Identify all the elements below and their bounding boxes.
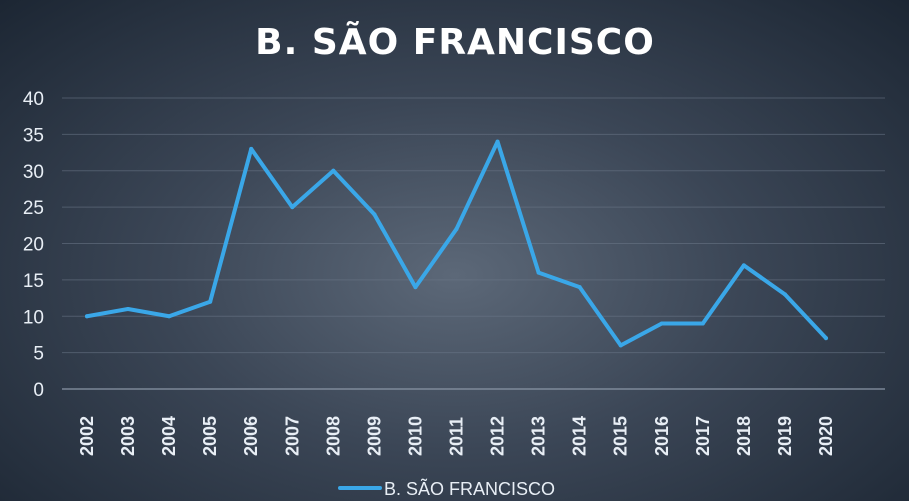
data-point: [741, 263, 746, 268]
x-tick-label: 2002: [77, 416, 97, 456]
data-point: [659, 321, 664, 326]
y-tick-label: 10: [23, 307, 44, 328]
x-axis: 2002 2003 2004 2005 2006 2007 2008 2009 2010 2011…: [77, 416, 836, 456]
y-tick-label: 15: [23, 271, 44, 292]
grid-lines: [62, 97, 885, 390]
x-tick-label: 2009: [364, 416, 384, 456]
x-tick-label: 2013: [529, 416, 549, 456]
x-tick-label: 2015: [611, 416, 631, 456]
data-point: [824, 336, 828, 341]
data-point: [413, 285, 418, 290]
data-point: [290, 205, 295, 210]
y-tick-label: 30: [23, 162, 44, 183]
data-point: [167, 314, 172, 319]
data-point: [536, 270, 541, 275]
x-tick-label: 2019: [775, 416, 795, 456]
chart-title: B. SÃO FRANCISCO: [255, 21, 655, 63]
y-tick-label: 20: [23, 235, 44, 256]
y-tick-label: 0: [33, 380, 44, 401]
x-tick-label: 2006: [241, 416, 261, 456]
x-tick-label: 2008: [323, 416, 343, 456]
x-tick-label: 2016: [652, 416, 672, 456]
y-tick-label: 40: [23, 89, 44, 110]
series-layer: [85, 139, 828, 348]
data-point: [208, 299, 213, 304]
x-tick-label: 2014: [570, 416, 590, 456]
x-tick-label: 2005: [200, 416, 220, 456]
x-tick-label: 2018: [734, 416, 754, 456]
x-tick-label: 2003: [118, 416, 138, 456]
data-point: [372, 212, 377, 217]
x-tick-label: 2020: [816, 416, 836, 456]
data-point: [577, 285, 582, 290]
y-axis: 0 5 10 15 20 25 30 35 40: [23, 89, 44, 401]
x-tick-label: 2010: [405, 416, 425, 456]
data-point: [85, 314, 89, 319]
x-tick-label: 2011: [447, 417, 467, 456]
legend: B. SÃO FRANCISCO: [338, 478, 555, 499]
x-tick-label: 2007: [282, 416, 302, 456]
legend-label: B. SÃO FRANCISCO: [384, 478, 555, 499]
data-point: [249, 146, 254, 151]
y-tick-label: 5: [33, 344, 44, 365]
data-point: [700, 321, 705, 326]
y-tick-label: 35: [23, 125, 44, 146]
y-tick-label: 25: [23, 198, 44, 219]
data-point: [126, 306, 131, 311]
data-point: [331, 168, 336, 173]
x-tick-label: 2012: [488, 416, 508, 456]
data-point: [495, 139, 500, 144]
data-point: [782, 292, 787, 297]
data-point: [454, 226, 459, 231]
data-point: [618, 343, 623, 348]
x-tick-label: 2004: [159, 416, 179, 456]
x-tick-label: 2017: [693, 416, 713, 456]
